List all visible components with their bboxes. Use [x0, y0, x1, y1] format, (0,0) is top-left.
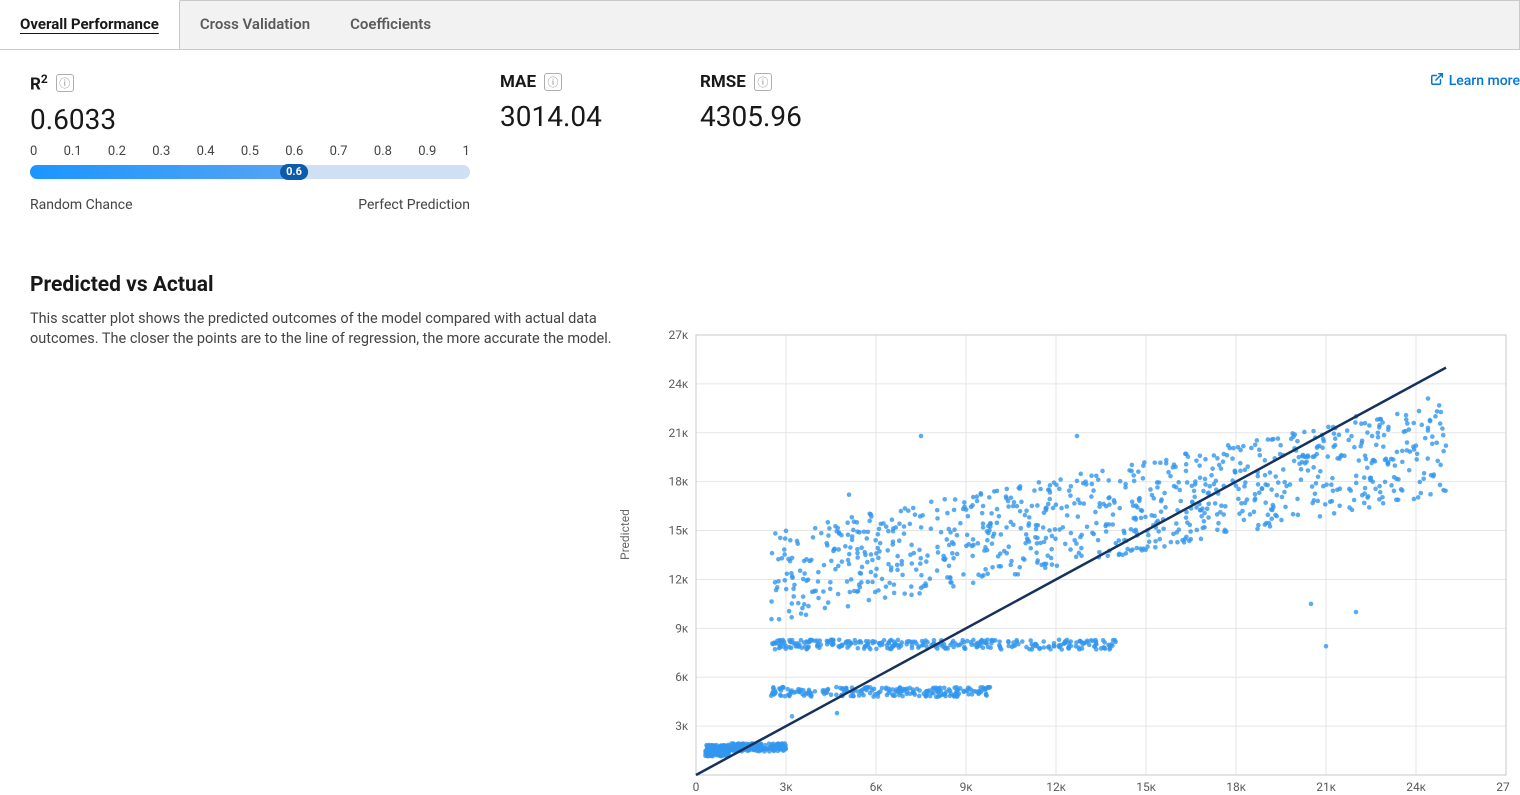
scale-tick: 0 [30, 144, 37, 159]
tab-bar: Overall Performance Cross Validation Coe… [0, 0, 1520, 50]
metrics-row: R2 ⓘ 0.6033 0 0.1 0.2 0.3 0.4 0.5 0.6 0.7 0.8 0.9… [30, 72, 1500, 213]
metric-r2-value: 0.6033 [30, 103, 500, 136]
scale-end-labels: Random Chance Perfect Prediction [30, 197, 470, 213]
scale-bar: 0.6 [30, 165, 470, 179]
scale-tick: 0.1 [64, 144, 82, 159]
scale-knob: 0.6 [280, 164, 308, 180]
info-icon[interactable]: ⓘ [56, 74, 74, 92]
tab-cross-validation[interactable]: Cross Validation [180, 1, 330, 49]
metric-rmse-label: RMSE ⓘ [700, 72, 940, 92]
y-axis-label: Predicted [618, 509, 632, 560]
scatter-chart: 0 3ᴋ 6ᴋ 9ᴋ 12ᴋ 15ᴋ 18ᴋ 21ᴋ 24ᴋ 27ᴋ 3ᴋ 6ᴋ 9ᴋ 12ᴋ 15ᴋ 18ᴋ… [640, 325, 1510, 795]
svg-text:18ᴋ: 18ᴋ [1226, 780, 1246, 794]
metric-mae-label-text: MAE [500, 72, 536, 92]
learn-more-link[interactable]: Learn more [1430, 72, 1520, 90]
metric-r2-sup: 2 [41, 72, 48, 86]
scatter-chart-container: Predicted 03ᴋ6ᴋ9ᴋ12ᴋ15ᴋ18ᴋ21ᴋ24ᴋ27ᴋ3ᴋ6ᴋ9… [640, 325, 1510, 795]
svg-text:21ᴋ: 21ᴋ [1316, 780, 1336, 794]
scale-tick: 0.6 [285, 144, 303, 159]
tab-overall-performance[interactable]: Overall Performance [0, 0, 180, 49]
scale-fill [30, 165, 294, 179]
svg-text:3ᴋ: 3ᴋ [780, 780, 794, 794]
scale-tick: 1 [463, 144, 470, 159]
svg-text:15ᴋ: 15ᴋ [669, 524, 689, 538]
scale-tick: 0.7 [330, 144, 348, 159]
svg-text:15ᴋ: 15ᴋ [1136, 780, 1156, 794]
scale-tick: 0.4 [197, 144, 215, 159]
svg-text:27ᴋ: 27ᴋ [1496, 780, 1510, 794]
svg-text:12ᴋ: 12ᴋ [669, 572, 689, 586]
svg-text:3ᴋ: 3ᴋ [675, 719, 689, 733]
tab-coefficients[interactable]: Coefficients [330, 1, 451, 49]
metric-mae-label: MAE ⓘ [500, 72, 700, 92]
metric-r2-label: R2 ⓘ [30, 72, 500, 95]
scale-tick: 0.9 [418, 144, 436, 159]
section-desc: This scatter plot shows the predicted ou… [30, 309, 630, 350]
metric-rmse: RMSE ⓘ 4305.96 [700, 72, 940, 213]
svg-text:9ᴋ: 9ᴋ [960, 780, 974, 794]
metric-r2-label-text: R [30, 75, 41, 95]
scale-left-label: Random Chance [30, 197, 133, 213]
scale-right-label: Perfect Prediction [358, 197, 470, 213]
svg-text:6ᴋ: 6ᴋ [870, 780, 884, 794]
scale-tick: 0.2 [108, 144, 126, 159]
scale-ticks: 0 0.1 0.2 0.3 0.4 0.5 0.6 0.7 0.8 0.9 1 [30, 144, 470, 159]
svg-text:18ᴋ: 18ᴋ [669, 475, 689, 489]
metric-rmse-label-text: RMSE [700, 72, 746, 92]
svg-text:0: 0 [693, 780, 700, 794]
learn-more-label: Learn more [1449, 73, 1520, 89]
svg-text:12ᴋ: 12ᴋ [1046, 780, 1066, 794]
metric-r2: R2 ⓘ 0.6033 0 0.1 0.2 0.3 0.4 0.5 0.6 0.7 0.8 0.9… [30, 72, 500, 213]
r2-scale: 0 0.1 0.2 0.3 0.4 0.5 0.6 0.7 0.8 0.9 1 0.6 [30, 144, 470, 179]
svg-text:27ᴋ: 27ᴋ [669, 328, 689, 342]
content-panel: Learn more R2 ⓘ 0.6033 00.10.20.30.40.50… [0, 50, 1520, 349]
scale-tick: 0.3 [152, 144, 170, 159]
svg-text:6ᴋ: 6ᴋ [675, 670, 689, 684]
metric-mae: MAE ⓘ 3014.04 [500, 72, 700, 213]
info-icon[interactable]: ⓘ [754, 73, 772, 91]
info-icon[interactable]: ⓘ [544, 73, 562, 91]
external-link-icon [1430, 72, 1444, 90]
svg-text:24ᴋ: 24ᴋ [1406, 780, 1426, 794]
svg-text:21ᴋ: 21ᴋ [669, 426, 689, 440]
scale-tick: 0.5 [241, 144, 259, 159]
svg-text:9ᴋ: 9ᴋ [675, 621, 689, 635]
metric-rmse-value: 4305.96 [700, 100, 940, 133]
scale-tick: 0.8 [374, 144, 392, 159]
metric-mae-value: 3014.04 [500, 100, 700, 133]
section-title: Predicted vs Actual [30, 273, 1500, 297]
svg-text:24ᴋ: 24ᴋ [669, 377, 689, 391]
